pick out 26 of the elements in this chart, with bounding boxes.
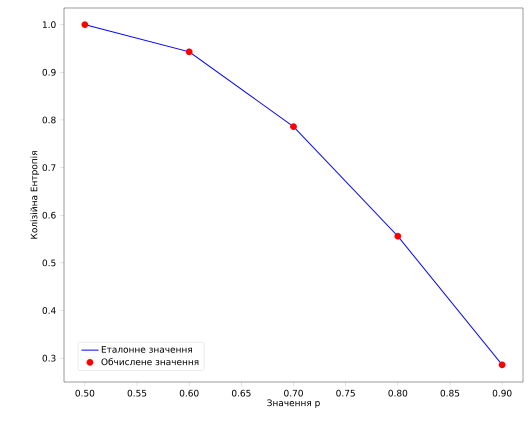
x-tick-label: 0.70 [284,390,303,397]
y-tick-label: 0.6 [42,212,56,219]
point [186,48,193,56]
x-tick-label: 0.65 [232,390,251,397]
x-tick-label: 0.75 [336,390,355,397]
y-tick-label: 0.9 [42,68,56,76]
x-tick-label: 0.55 [128,390,146,397]
x-tick-label: 0.50 [75,390,94,397]
point [81,21,88,28]
point [498,361,506,368]
y-tick-label: 0.3 [42,354,56,362]
y-tick-label: 1.0 [42,21,56,28]
x-tick-label: 0.60 [180,390,199,397]
y-tick-label: 0.5 [42,259,56,266]
legend-label: Еталонне значення [102,346,192,353]
y-tick-label: 0.4 [42,307,56,314]
x-axis-title: Значення p [267,399,320,408]
y-axis-title: Колізійна Ентропія [30,151,40,239]
point [394,232,402,240]
x-tick-label: 0.80 [388,390,408,397]
x-tick-label: 0.85 [440,390,460,397]
x-tick-label: 0.90 [492,390,512,397]
y-tick-label: 0.7 [42,164,56,171]
legend-label: Обчислене значення [101,358,198,366]
point [290,123,297,130]
y-tick-label: 0.8 [42,116,56,124]
